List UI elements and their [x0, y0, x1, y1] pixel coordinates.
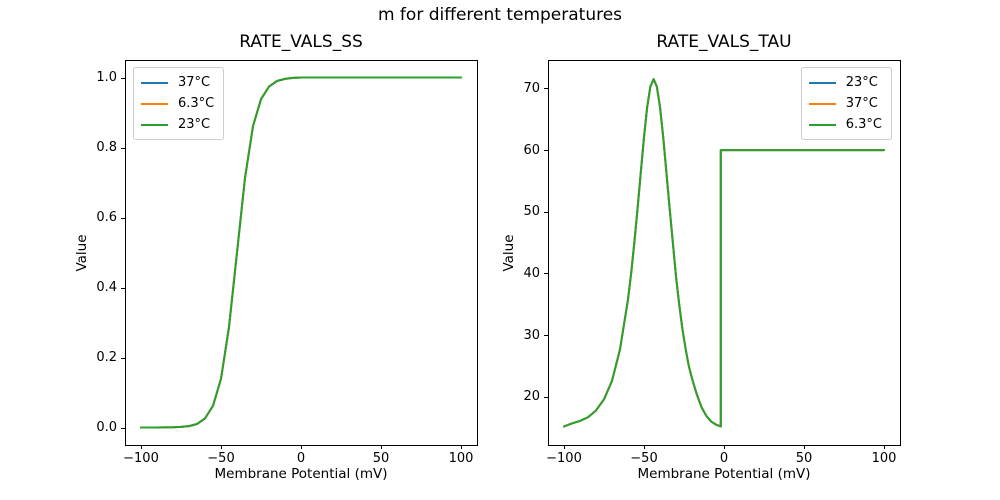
legend-line-swatch: [808, 81, 836, 84]
y-tick-label: 0.2: [96, 350, 117, 365]
legend-line-swatch: [141, 81, 168, 84]
legend-entry: 6.3°C: [141, 93, 214, 114]
legend-line-swatch: [808, 123, 836, 126]
x-tick-label: 50: [372, 451, 390, 466]
subplot-tau-title: RATE_VALS_TAU: [656, 32, 792, 52]
legend-entry: 23°C: [141, 114, 214, 135]
legend-label: 23°C: [178, 117, 211, 132]
y-tick-label: 60: [523, 142, 540, 158]
x-tick-label: 100: [448, 451, 474, 466]
legend-label: 6.3°C: [178, 96, 215, 111]
x-tick-label: 100: [871, 451, 897, 466]
x-tick-label: −50: [207, 451, 235, 466]
subplot-ss-title: RATE_VALS_SS: [239, 32, 363, 52]
x-tick-label: 0: [719, 451, 729, 466]
y-tick-label: 0.6: [96, 210, 117, 225]
y-tick-label: 30: [523, 327, 540, 343]
y-tick-label: 40: [523, 265, 540, 281]
x-tick-label: 0: [296, 451, 306, 466]
y-tick-label: 0.4: [96, 280, 117, 295]
y-tick-label: 70: [523, 80, 540, 96]
x-tick-label: −100: [546, 451, 582, 466]
legend-label: 37°C: [178, 75, 211, 90]
legend-entry: 6.3°C: [808, 114, 882, 135]
x-tick-label: −100: [123, 451, 159, 466]
y-tick-label: 0.0: [96, 420, 117, 435]
legend-line-swatch: [141, 123, 168, 126]
series-line-23-c: [140, 76, 462, 429]
x-tick-label: 50: [795, 451, 813, 466]
legend-entry: 37°C: [808, 93, 882, 114]
legend-label: 37°C: [845, 96, 878, 111]
y-tick-label: 50: [523, 204, 540, 220]
legend-line-swatch: [141, 102, 168, 105]
y-tick-label: 0.8: [96, 140, 117, 155]
subplot-ss-xaxis-label: Membrane Potential (mV): [214, 466, 388, 482]
y-tick-label: 20: [523, 389, 540, 405]
legend-label: 23°C: [845, 75, 878, 90]
y-tick-label: 1.0: [96, 70, 117, 85]
legend-entry: 23°C: [808, 72, 882, 93]
subplot-ss-legend: 37°C 6.3°C 23°C: [133, 67, 225, 140]
figure-suptitle: m for different temperatures: [377, 5, 623, 25]
legend-line-swatch: [808, 102, 836, 105]
x-tick-label: −50: [630, 451, 658, 466]
subplot-tau-legend: 23°C 37°C 6.3°C: [800, 67, 892, 140]
legend-label: 6.3°C: [845, 117, 882, 132]
legend-entry: 37°C: [141, 72, 214, 93]
series-line-6-3-c: [563, 78, 885, 428]
subplot-tau-xaxis-label: Membrane Potential (mV): [637, 466, 811, 482]
subplot-ss-yaxis-label: Value: [74, 234, 90, 272]
